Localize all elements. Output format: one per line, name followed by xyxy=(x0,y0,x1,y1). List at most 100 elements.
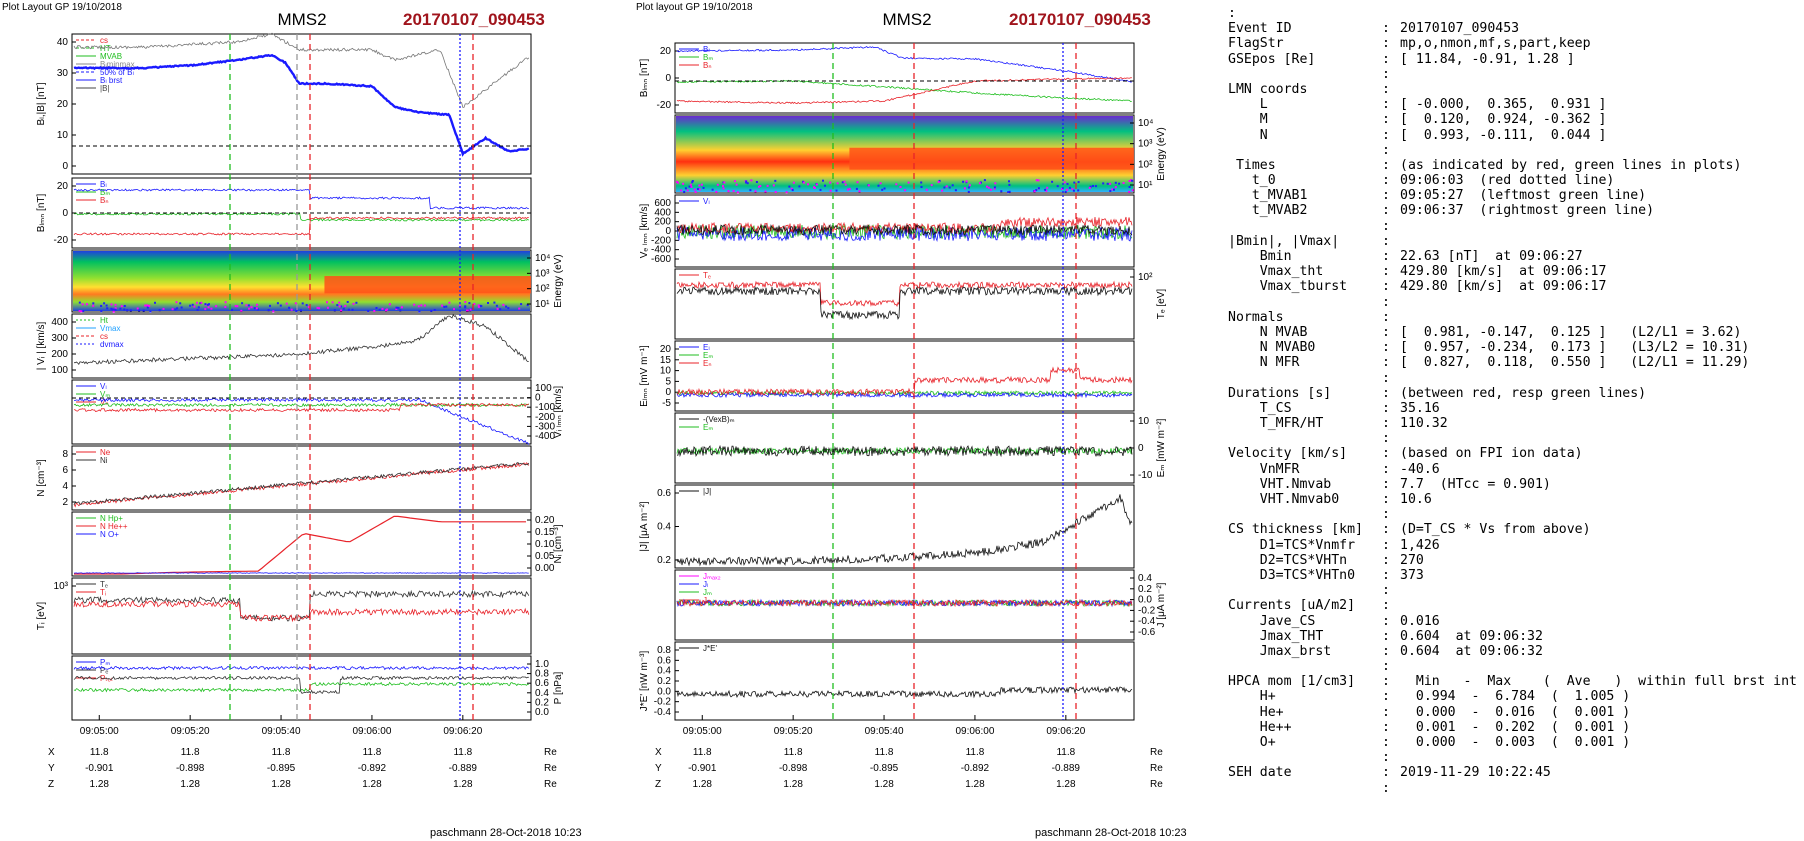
info-colon: : xyxy=(1382,674,1390,690)
p2-spectrogram-pixel xyxy=(716,183,719,186)
info-colon: : xyxy=(1382,340,1390,356)
p2-ylabel: Tₑ [eV] xyxy=(1156,289,1167,320)
p2-ytick-label: 0.2 xyxy=(657,676,671,687)
p1-legend-entry: Tᵢ xyxy=(100,588,106,597)
p2-spectrogram-pixel xyxy=(1072,189,1075,192)
p2-spectrogram-pixel xyxy=(754,190,757,193)
p1-spectrogram-pixel xyxy=(272,310,275,313)
p1-spectrogram-pixel xyxy=(381,307,384,310)
p2-spectrogram-pixel xyxy=(689,183,692,186)
info-key: He++ xyxy=(1228,719,1292,735)
p1-ytick-label: 10 xyxy=(57,130,69,141)
p1-coord-unit: Re xyxy=(544,763,557,774)
p1-coord-value: 11.8 xyxy=(90,747,109,758)
p1-coord-value: 1.28 xyxy=(180,779,200,790)
p1-spectrogram-pixel xyxy=(81,303,84,306)
p2-spectrogram-pixel xyxy=(941,189,944,192)
info-key: D2=TCS*VHTn xyxy=(1228,552,1348,568)
p2-legend-entry: Bₘ xyxy=(703,53,713,62)
p2-spectrogram-pixel xyxy=(749,189,752,192)
p2-coord-value: 11.8 xyxy=(875,747,894,758)
p2-spectrogram-pixel xyxy=(967,190,970,193)
p2-spectrogram-pixel xyxy=(764,190,767,193)
p1-spectrogram-pixel xyxy=(520,303,523,306)
p2-coord-value: 1.28 xyxy=(1056,779,1076,790)
p2-ytick-label: 10⁴ xyxy=(1138,118,1153,129)
p2-ytick-label: 400 xyxy=(654,207,671,218)
p1-legend-entry: Vₙ xyxy=(100,398,109,407)
p1-coord-label: Z xyxy=(48,779,54,790)
p2-ytick-label: 20 xyxy=(660,344,672,355)
p1-ytick-label: -400 xyxy=(535,431,555,442)
p1-coord-value: -0.895 xyxy=(267,763,296,774)
info-line: Normals: xyxy=(1228,310,1798,325)
p2-xtick-label: 09:05:40 xyxy=(865,726,904,737)
p1-series-bmag xyxy=(73,32,530,108)
p2-spectrogram-pixel xyxy=(735,183,738,186)
p1-spectrogram-pixel xyxy=(469,308,472,311)
info-key: H+ xyxy=(1228,689,1276,705)
p2-spectrogram-pixel xyxy=(822,179,824,182)
p1-legend-entry: Vmax xyxy=(100,324,120,333)
p1-spectrogram-pixel xyxy=(347,308,350,311)
info-line: : xyxy=(1228,781,1798,796)
p2-ylabel: J [μA m⁻²] xyxy=(1156,582,1167,627)
p2-ytick-label: -0.4 xyxy=(654,707,672,718)
p1-spectrogram-pixel xyxy=(80,310,83,313)
p1-spectrogram-pixel xyxy=(495,304,498,307)
p1-ytick-label: 0.00 xyxy=(535,563,555,574)
p1-ylabel: N [cm⁻³] xyxy=(36,459,47,497)
p1-spectrogram-pixel xyxy=(103,302,106,305)
p1-spectrogram-pixel xyxy=(441,304,444,307)
p2-spectrogram-pixel xyxy=(1131,179,1134,182)
p1-spectrogram-pixel xyxy=(507,307,510,310)
p1-ytick-label: 10³ xyxy=(535,268,550,279)
info-colon: : xyxy=(1382,127,1390,143)
p1-spectrogram-pixel xyxy=(464,301,467,303)
p2-spectrogram-pixel xyxy=(813,187,816,189)
p1-spectrogram-pixel xyxy=(367,310,370,313)
p2-legend-entry: Jₘₐₓ₂ xyxy=(703,572,721,581)
p2-ytick-label: -0.2 xyxy=(1138,605,1156,616)
info-line: t_MVAB2:09:06:37 (rightmost green line) xyxy=(1228,203,1798,218)
p2-coord-value: 11.8 xyxy=(693,747,712,758)
p1-spectrogram-pixel xyxy=(126,309,129,312)
p2-spectrogram-pixel xyxy=(829,181,832,184)
p1-coord-value: 1.28 xyxy=(362,779,382,790)
info-value: 7.7 (HTcc = 0.901) xyxy=(1400,476,1551,492)
p1-ytick-label: 0.4 xyxy=(535,688,549,699)
p1-coord-value: 11.8 xyxy=(181,747,200,758)
p2-ytick-label: 0.2 xyxy=(657,555,671,566)
p1-ytick-label: -200 xyxy=(535,412,555,423)
info-value: 0.016 xyxy=(1400,613,1440,629)
info-line: T_MFR/HT:110.32 xyxy=(1228,416,1798,431)
info-value: 20170107_090453 xyxy=(1400,21,1520,37)
info-key: N xyxy=(1228,127,1268,143)
p1-spectrogram-pixel xyxy=(388,303,391,306)
info-line: Times: (as indicated by red, green lines … xyxy=(1228,158,1798,173)
p2-spectrogram-pixel xyxy=(807,183,809,186)
info-colon: : xyxy=(1382,446,1390,462)
info-colon: : xyxy=(1382,689,1390,705)
p2-spectrogram-pixel xyxy=(967,186,970,189)
p2-series-jb xyxy=(676,598,1133,608)
p1-xtick-label: 09:05:40 xyxy=(262,726,301,737)
info-key: t_MVAB2 xyxy=(1228,203,1308,219)
p1-spectrogram-pixel xyxy=(420,304,423,307)
p2-series-je xyxy=(676,685,1133,699)
info-value: mp,o,nmon,mf,s,part,keep xyxy=(1400,36,1591,52)
p2-ytick-label: -10 xyxy=(1138,470,1153,481)
p1-series-no xyxy=(73,572,529,574)
p2-spectrogram-pixel xyxy=(1073,181,1076,184)
info-colon: : xyxy=(1382,370,1390,386)
info-line: FlagStr: mp,o,nmon,mf,s,part,keep xyxy=(1228,36,1798,51)
p1-ytick-label: 8 xyxy=(62,449,68,460)
middle-figure: Plot layout GP 19/10/2018 MMS2 20170107_09… xyxy=(636,2,1187,839)
info-line: : xyxy=(1228,750,1798,765)
info-key: FlagStr xyxy=(1228,36,1284,52)
p1-spectrogram-pixel xyxy=(477,305,480,308)
p1-spectrogram-pixel xyxy=(111,308,114,311)
p1-ytick-label: 200 xyxy=(51,349,68,360)
p2-spectrogram-pixel xyxy=(844,183,847,186)
info-line: H+: 0.994 - 6.784 ( 1.005 ) xyxy=(1228,689,1798,704)
